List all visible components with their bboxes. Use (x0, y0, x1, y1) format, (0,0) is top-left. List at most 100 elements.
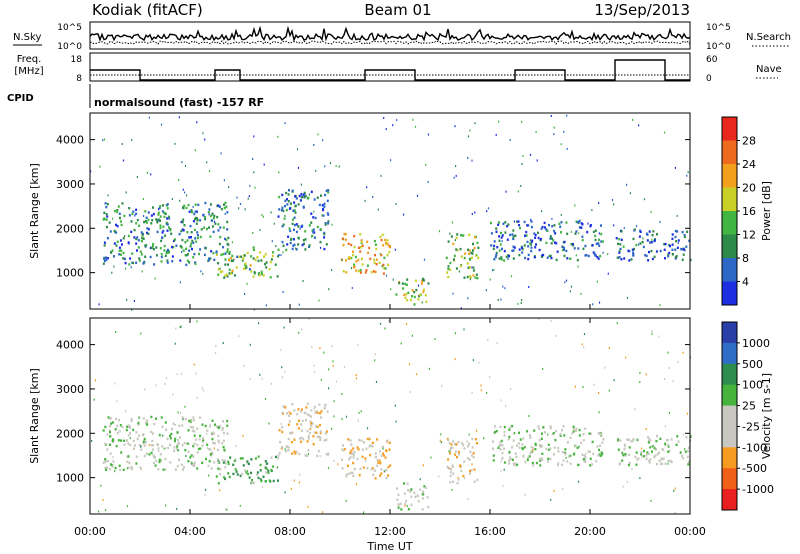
heatmap-cell (374, 243, 377, 246)
heatmap-cell (620, 230, 623, 233)
heatmap-cell (468, 249, 471, 252)
heatmap-cell (635, 243, 638, 247)
heatmap-cell (147, 218, 150, 222)
heatmap-cell (109, 230, 112, 233)
heatmap-cell (366, 466, 369, 470)
heatmap-cell (514, 464, 517, 467)
heatmap-cell (626, 438, 629, 441)
heatmap-cell (148, 116, 150, 119)
heatmap-cell (617, 439, 620, 442)
heatmap-cell (231, 259, 234, 263)
power-y-label: Slant Range [km] (28, 163, 41, 259)
heatmap-cell (199, 447, 202, 450)
heatmap-cell (226, 228, 229, 231)
heatmap-cell (141, 233, 144, 236)
heatmap-cell (504, 221, 507, 224)
heatmap-cell (113, 255, 115, 258)
heatmap-cell (293, 238, 295, 241)
heatmap-cell (388, 319, 390, 322)
heatmap-cell (122, 237, 125, 240)
heatmap-cell (107, 194, 109, 197)
heatmap-cell (682, 248, 685, 251)
heatmap-cell (569, 258, 571, 260)
heatmap-cell (455, 267, 458, 270)
heatmap-cell (169, 437, 172, 440)
heatmap-cell (620, 258, 623, 261)
heatmap-cell (270, 468, 273, 472)
heatmap-cell (627, 463, 630, 467)
heatmap-cell (349, 451, 352, 454)
heatmap-cell (208, 170, 211, 172)
heatmap-cell (345, 271, 348, 274)
heatmap-cell (210, 250, 213, 253)
heatmap-cell (208, 213, 210, 216)
heatmap-cell (469, 129, 471, 132)
heatmap-cell (375, 262, 378, 266)
heatmap-cell (503, 249, 506, 253)
heatmap-cell (550, 498, 552, 501)
heatmap-cell (299, 227, 301, 230)
heatmap-cell (602, 438, 605, 441)
heatmap-cell (294, 195, 297, 198)
heatmap-cell (528, 455, 531, 458)
heatmap-cell (213, 447, 215, 450)
heatmap-cell (150, 214, 153, 217)
heatmap-cell (295, 223, 298, 226)
heatmap-cell (421, 278, 424, 281)
heatmap-cell (663, 243, 666, 246)
heatmap-cell (171, 198, 173, 200)
heatmap-cell (500, 236, 503, 239)
heatmap-cell (103, 257, 106, 260)
heatmap-cell (360, 271, 362, 274)
heatmap-cell (440, 433, 442, 436)
heatmap-cell (103, 138, 105, 141)
heatmap-cell (584, 254, 587, 257)
heatmap-cell (596, 256, 599, 259)
heatmap-cell (342, 270, 345, 273)
heatmap-cell (134, 214, 136, 217)
heatmap-cell (159, 205, 162, 208)
heatmap-cell (278, 195, 281, 199)
heatmap-cell (617, 448, 620, 451)
heatmap-cell (542, 426, 545, 429)
heatmap-cell (451, 488, 453, 491)
heatmap-cell (380, 472, 383, 475)
heatmap-cell (286, 198, 288, 201)
heatmap-cell (224, 263, 227, 266)
heatmap-cell (410, 495, 413, 498)
heatmap-cell (566, 257, 569, 260)
heatmap-cell (596, 280, 598, 283)
heatmap-cell (538, 439, 541, 442)
heatmap-cell (281, 206, 284, 209)
heatmap-cell (194, 262, 197, 265)
heatmap-cell (468, 458, 471, 461)
heatmap-cell (676, 230, 679, 233)
heatmap-cell (217, 461, 220, 464)
power-panel-frame (89, 112, 691, 310)
heatmap-cell (508, 435, 511, 439)
heatmap-cell (260, 259, 263, 262)
heatmap-cell (209, 203, 212, 206)
heatmap-cell (459, 247, 462, 251)
heatmap-cell (247, 472, 250, 476)
heatmap-cell (409, 489, 412, 492)
heatmap-cell (593, 383, 595, 386)
heatmap-cell (204, 138, 206, 141)
heatmap-cell (454, 358, 456, 361)
heatmap-cell (161, 425, 164, 429)
heatmap-cell (575, 254, 577, 257)
heatmap-cell (511, 233, 514, 236)
heatmap-cell (224, 462, 227, 465)
heatmap-cell (308, 244, 311, 247)
heatmap-cell (186, 231, 189, 234)
heatmap-cell (419, 293, 422, 296)
heatmap-cell (553, 224, 556, 227)
heatmap-cell (475, 254, 478, 257)
heatmap-cell (682, 433, 684, 436)
heatmap-cell (374, 452, 377, 455)
heatmap-cell (514, 452, 517, 455)
heatmap-cell (126, 460, 129, 463)
heatmap-cell (470, 251, 473, 255)
heatmap-cell (306, 454, 309, 457)
